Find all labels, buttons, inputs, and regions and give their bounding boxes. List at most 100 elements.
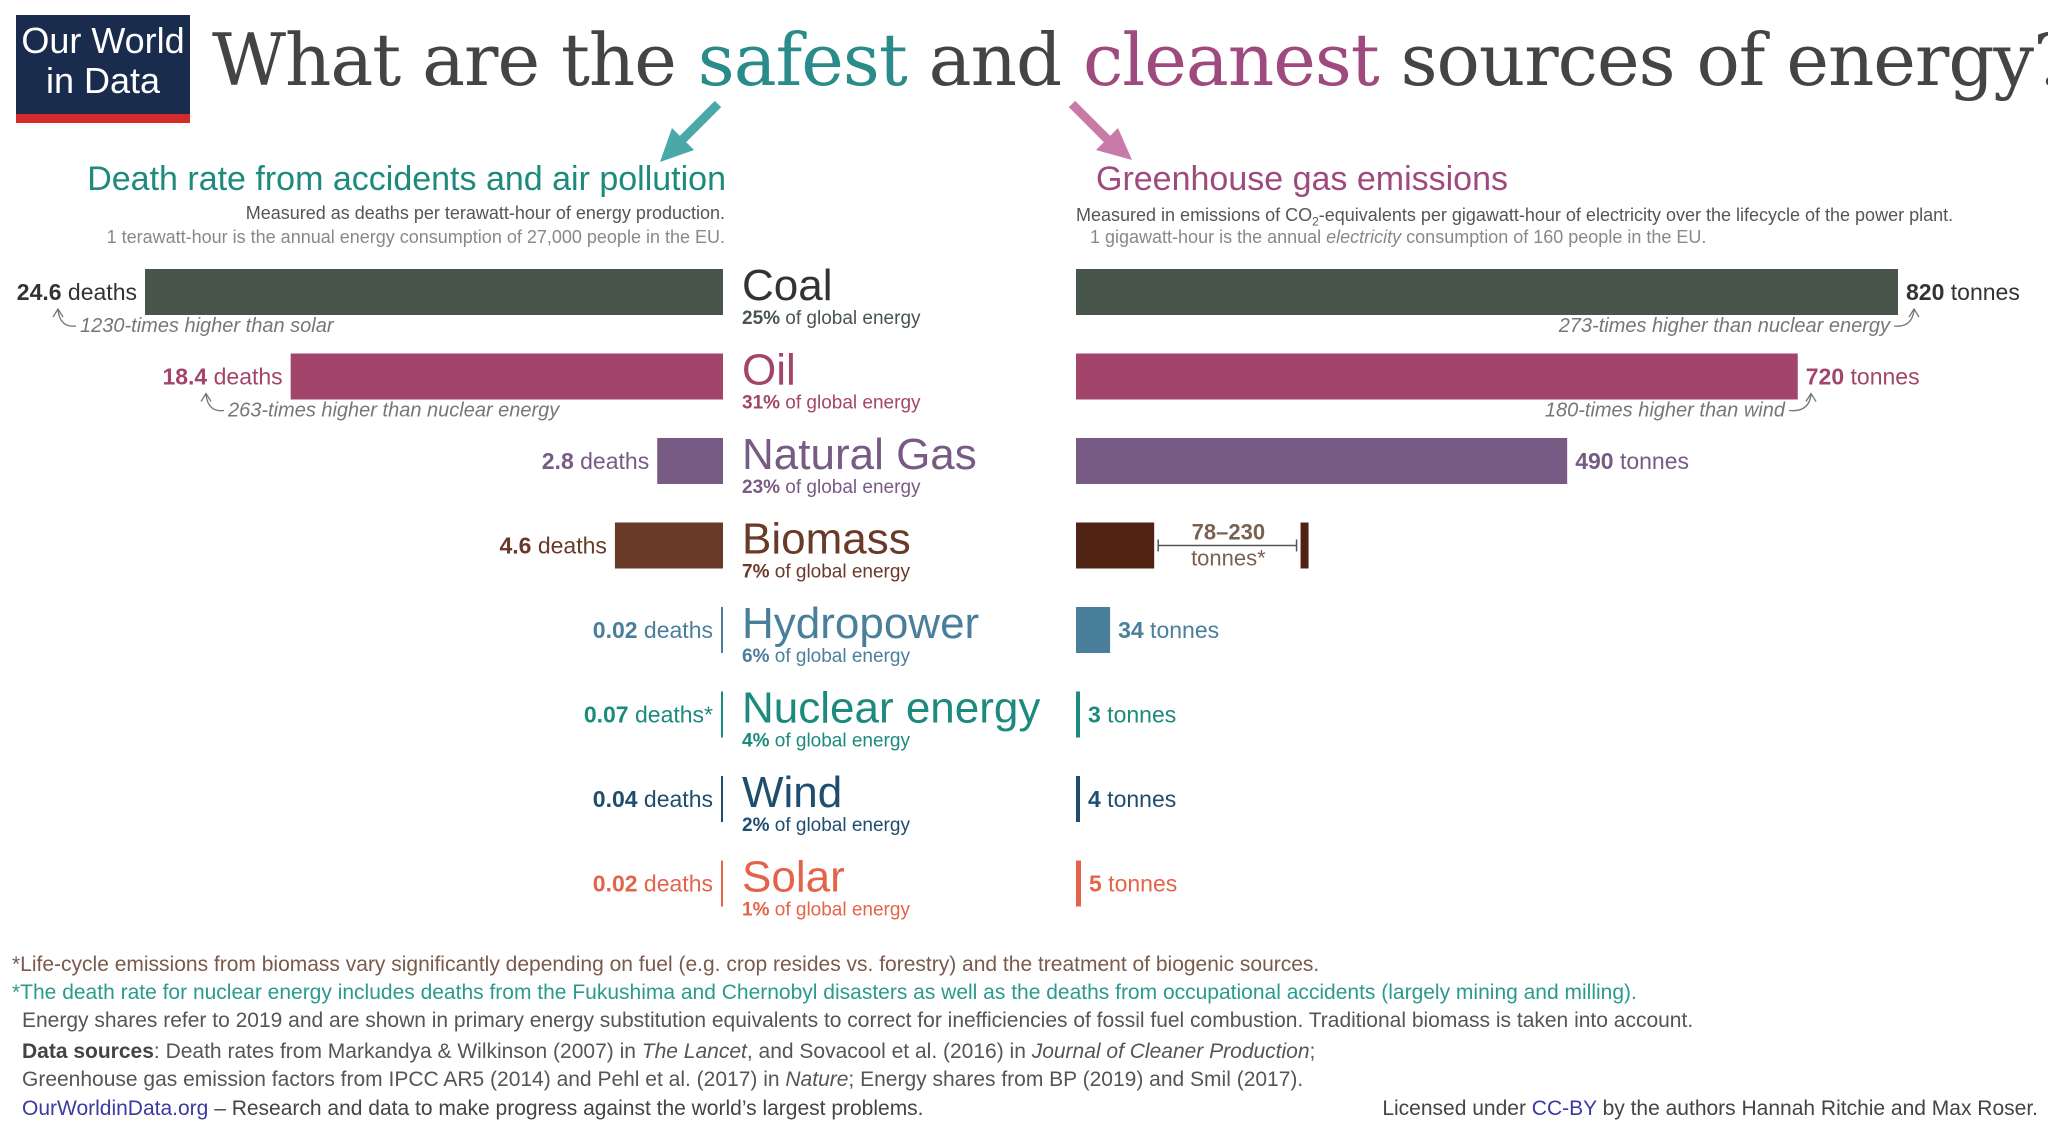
right-panel-title: Greenhouse gas emissions: [1096, 160, 1509, 198]
left-value-label-biomass: 4.6 deaths: [499, 533, 606, 559]
right-annotation-arrowhead-oil: [1805, 392, 1817, 402]
share-label-nuclear-energy: 4% of global energy: [742, 731, 910, 752]
left-annotation-coal: 1230-times higher than solar: [80, 315, 335, 337]
right-value-label-solar: 5 tonnes: [1089, 871, 1177, 897]
right-value-label-oil: 720 tonnes: [1806, 364, 1920, 390]
right-bar-coal: [1076, 269, 1898, 315]
category-label-oil: Oil: [742, 346, 796, 395]
share-label-coal: 25% of global energy: [742, 308, 921, 329]
category-label-hydropower: Hydropower: [742, 599, 979, 648]
title-part-2: and: [906, 18, 1083, 102]
footnote-nuclear: *The death rate for nuclear energy inclu…: [12, 981, 1637, 1004]
share-label-natural-gas: 23% of global energy: [742, 477, 921, 498]
sources-text-a: : Death rates from Markandya & Wilkinson…: [153, 1040, 642, 1063]
left-bar-biomass: [614, 522, 723, 569]
right-note-b: consumption of 160 people in the EU.: [1401, 227, 1707, 247]
left-value-label-hydropower: 0.02 deaths: [593, 617, 713, 643]
right-note-italic: electricity: [1326, 227, 1402, 247]
left-panel-note: 1 terawatt-hour is the annual energy con…: [106, 227, 725, 247]
left-bar-oil: [290, 353, 723, 400]
logo-accent-bar: [16, 114, 190, 123]
right-annotation-arrowhead-coal: [1908, 307, 1920, 318]
left-value-label-oil: 18.4 deaths: [162, 364, 282, 390]
share-label-wind: 2% of global energy: [742, 815, 910, 836]
left-bar-wind: [721, 776, 723, 822]
right-unit-label-biomass: tonnes*: [1191, 546, 1266, 571]
category-label-nuclear-energy: Nuclear energy: [742, 684, 1040, 733]
left-annotation-arrowhead-oil: [200, 392, 212, 402]
title-arrows: [660, 100, 1132, 162]
right-annotation-oil: 180-times higher than wind: [1545, 400, 1786, 422]
logo-line-1: Our World: [21, 20, 185, 61]
left-bar-solar: [721, 860, 723, 907]
left-value-label-nuclear-energy: 0.07 deaths*: [584, 702, 713, 728]
left-annotation-arrow-coal: [57, 309, 77, 327]
range-high-marker-biomass: [1300, 522, 1309, 569]
right-value-label-hydropower: 34 tonnes: [1118, 617, 1219, 643]
category-label-coal: Coal: [742, 261, 833, 310]
left-bar-coal: [145, 269, 723, 315]
right-panel-note: 1 gigawatt-hour is the annual electricit…: [1090, 227, 1706, 248]
title-safest: safest: [697, 18, 908, 102]
sources-jcp: Journal of Cleaner Production: [1031, 1040, 1310, 1063]
left-annotation-arrow-oil: [205, 394, 225, 412]
right-panel-subtitle: Measured in emissions of CO2-equivalents…: [1076, 205, 1953, 229]
footnote-biomass: *Life-cycle emissions from biomass vary …: [12, 953, 1320, 976]
footnote-energy-shares: Energy shares refer to 2019 and are show…: [22, 1009, 1694, 1032]
right-bar-hydropower: [1076, 607, 1111, 653]
left-value-label-wind: 0.04 deaths: [593, 786, 713, 812]
page-title: What are the safest and cleanest sources…: [212, 18, 2048, 102]
left-bar-hydropower: [721, 607, 723, 653]
right-note-a: 1 gigawatt-hour is the annual: [1090, 227, 1327, 247]
site-description: – Research and data to make progress aga…: [208, 1097, 924, 1120]
category-label-natural-gas: Natural Gas: [742, 430, 977, 479]
license-link[interactable]: CC-BY: [1531, 1097, 1597, 1120]
sources-lancet: The Lancet: [641, 1040, 747, 1063]
left-panel-title: Death rate from accidents and air pollut…: [87, 160, 726, 198]
cleanest-arrow-icon: [1068, 100, 1132, 160]
right-bar-biomass: [1076, 522, 1155, 569]
share-label-biomass: 7% of global energy: [742, 562, 910, 583]
right-value-label-nuclear-energy: 3 tonnes: [1088, 702, 1176, 728]
license-a: Licensed under: [1382, 1097, 1532, 1120]
sources-line2-a: Greenhouse gas emission factors from IPC…: [22, 1068, 786, 1091]
right-subtitle-b: -equivalents per gigawatt-hour of electr…: [1318, 205, 1954, 225]
left-annotation-oil: 263-times higher than nuclear energy: [227, 400, 560, 422]
left-value-label-coal: 24.6 deaths: [17, 279, 137, 305]
right-value-label-coal: 820 tonnes: [1906, 279, 2020, 305]
category-label-biomass: Biomass: [742, 515, 911, 564]
share-label-hydropower: 6% of global energy: [742, 646, 910, 667]
license-b: by the authors Hannah Ritchie and Max Ro…: [1596, 1097, 2038, 1120]
category-label-solar: Solar: [742, 853, 845, 902]
share-label-solar: 1% of global energy: [742, 900, 910, 921]
site-link[interactable]: OurWorldinData.org: [22, 1097, 209, 1120]
left-bar-nuclear-energy: [721, 691, 723, 738]
sources-text-c: ;: [1309, 1040, 1316, 1063]
right-bar-oil: [1076, 353, 1798, 400]
safest-arrow-icon: [660, 100, 722, 162]
sources-text-b: , and Sovacool et al. (2016) in: [746, 1040, 1032, 1063]
title-cleanest: cleanest: [1082, 18, 1380, 102]
logo-line-2: in Data: [45, 60, 161, 101]
right-bar-wind: [1076, 776, 1081, 822]
sources-nature: Nature: [785, 1068, 849, 1091]
right-annotation-coal: 273-times higher than nuclear energy: [1558, 315, 1891, 337]
owid-logo: Our World in Data: [16, 15, 190, 123]
right-annotation-arrow-coal: [1893, 309, 1915, 327]
sources-line2-b: ; Energy shares from BP (2019) and Smil …: [848, 1068, 1304, 1091]
title-part-1: What are the: [212, 18, 698, 102]
right-value-label-wind: 4 tonnes: [1088, 786, 1176, 812]
left-value-label-solar: 0.02 deaths: [593, 871, 713, 897]
share-label-oil: 31% of global energy: [742, 393, 921, 414]
left-annotation-arrowhead-coal: [52, 307, 64, 318]
right-bar-solar: [1076, 860, 1082, 907]
left-value-label-natural-gas: 2.8 deaths: [542, 448, 649, 474]
data-sources-label: Data sources: [22, 1040, 154, 1063]
right-annotation-arrow-oil: [1788, 394, 1812, 412]
site-tagline: OurWorldinData.org – Research and data t…: [22, 1097, 924, 1121]
left-panel-subtitle: Measured as deaths per terawatt-hour of …: [245, 203, 725, 223]
right-value-label-natural-gas: 490 tonnes: [1575, 448, 1689, 474]
title-part-3: sources of energy?: [1378, 18, 2048, 102]
data-sources-line-2: Greenhouse gas emission factors from IPC…: [22, 1068, 1303, 1092]
right-bar-nuclear-energy: [1076, 691, 1080, 738]
